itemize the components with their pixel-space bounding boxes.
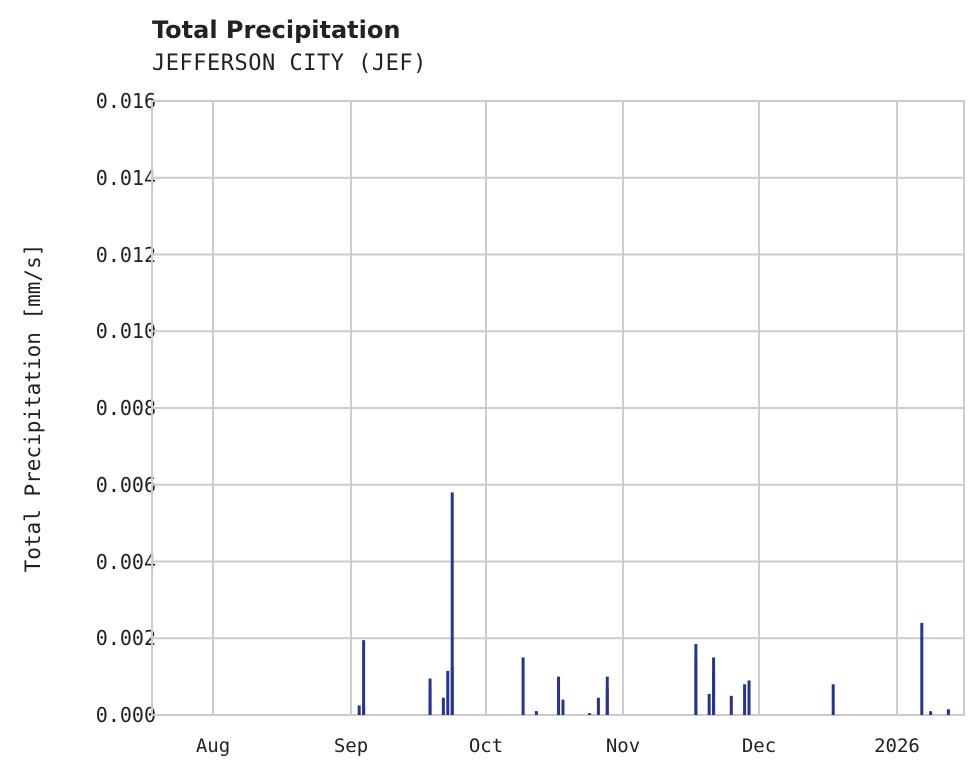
data-bar xyxy=(561,699,565,715)
data-bar xyxy=(441,697,445,715)
data-bar xyxy=(694,661,698,715)
data-bar xyxy=(534,711,538,715)
data-bar xyxy=(357,705,361,715)
y-tick-label: 0.014 xyxy=(95,165,156,190)
data-bar xyxy=(946,709,950,715)
data-bar xyxy=(707,693,711,715)
data-bar xyxy=(743,684,747,715)
x-tick-label: Dec xyxy=(741,735,777,757)
data-bar xyxy=(557,676,561,715)
x-tick-label: Oct xyxy=(468,735,504,757)
data-bar xyxy=(605,676,609,715)
data-bar xyxy=(831,684,835,715)
data-bar xyxy=(428,690,432,715)
y-tick-label: 0.008 xyxy=(95,396,156,420)
data-bar xyxy=(450,667,454,715)
y-tick-label: 0.002 xyxy=(95,626,156,651)
x-tick-label: 2026 xyxy=(874,735,920,757)
y-tick-label: 0.012 xyxy=(95,242,156,267)
y-tick-label: 0.000 xyxy=(95,703,156,727)
data-bar xyxy=(596,697,600,715)
data-bar xyxy=(521,657,525,715)
y-tick-label: 0.006 xyxy=(95,472,156,497)
y-tick-label: 0.016 xyxy=(95,89,156,113)
data-bar xyxy=(929,711,933,715)
data-bar xyxy=(920,622,924,715)
data-bar xyxy=(362,640,366,715)
x-tick-label: Nov xyxy=(605,735,641,757)
y-tick-label: 0.004 xyxy=(95,549,156,574)
x-tick-label: Sep xyxy=(333,735,369,757)
data-bar xyxy=(588,713,592,715)
data-bar xyxy=(747,680,751,715)
chart-title: Total Precipitation xyxy=(152,16,401,44)
chart-subtitle: JEFFERSON CITY (JEF) xyxy=(152,51,427,76)
x-tick-label: Aug xyxy=(195,735,231,757)
y-tick-label: 0.010 xyxy=(95,319,156,344)
data-bar xyxy=(446,670,450,715)
data-bar xyxy=(450,492,454,715)
data-bar xyxy=(712,672,716,715)
data-bar xyxy=(729,695,733,715)
